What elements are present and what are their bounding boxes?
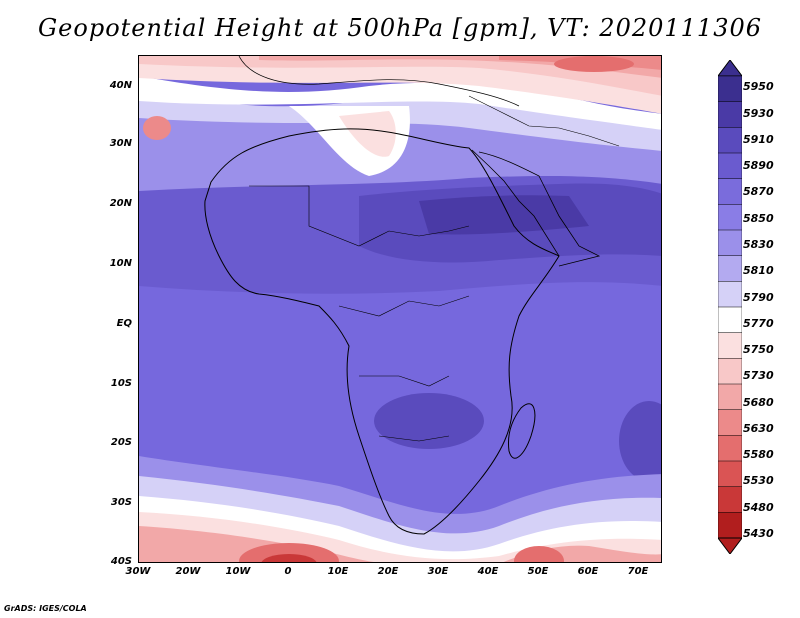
mediterranean-coast: [238, 56, 520, 107]
colorbar-label: 5890: [743, 159, 774, 172]
colorbar: [718, 60, 742, 554]
contour-5910: [419, 195, 589, 235]
trough-core-1: [239, 543, 339, 562]
border-south-central: [359, 375, 450, 387]
colorbar-segment: [718, 255, 742, 283]
colorbar-segment: [718, 332, 742, 360]
lon-label-60e: 60E: [577, 566, 599, 577]
colorbar-label: 5680: [743, 396, 774, 409]
trough-core-2: [261, 554, 317, 562]
africa-coastline: [204, 128, 560, 535]
lon-label-20e: 20E: [377, 566, 399, 577]
lon-label-30e: 30E: [427, 566, 449, 577]
lat-label-10s: 10S: [110, 378, 132, 389]
colorbar-label: 5950: [743, 80, 774, 93]
lon-label-30w: 30W: [125, 566, 151, 577]
colorbar-segment: [718, 101, 742, 129]
credit-text: GrADS: IGES/COLA: [4, 604, 87, 613]
middle-east-borders: [468, 95, 620, 147]
lat-label-30n: 30N: [109, 138, 132, 149]
colorbar-segment: [718, 512, 742, 539]
colorbar-label: 5630: [743, 422, 774, 435]
border-sahel: [249, 185, 470, 247]
colorbar-segment: [718, 435, 742, 462]
lon-label-70e: 70E: [627, 566, 649, 577]
colorbar-segment: [718, 75, 742, 103]
colorbar-segment: [718, 229, 742, 257]
lat-label-eq: EQ: [116, 318, 132, 329]
colorbar-label: 5810: [743, 264, 774, 277]
cutoff-low: [143, 116, 171, 140]
lon-label-10e: 10E: [327, 566, 349, 577]
lat-label-40s: 40S: [110, 556, 132, 567]
colorbar-label: 5580: [743, 448, 774, 461]
colorbar-segment: [718, 460, 742, 488]
madagascar-outline: [508, 403, 536, 459]
colorbar-segment: [718, 486, 742, 514]
colorbar-segment: [718, 281, 742, 308]
colorbar-label: 5770: [743, 317, 774, 330]
colorbar-bottom-arrow: [718, 537, 742, 554]
geopotential-field: [139, 56, 661, 562]
colorbar-segment: [718, 306, 742, 334]
colorbar-label: 5430: [743, 527, 774, 540]
lon-label-0: 0: [284, 566, 292, 577]
lat-label-20n: 20N: [109, 198, 132, 209]
lon-label-10w: 10W: [225, 566, 251, 577]
lat-label-10n: 10N: [109, 258, 132, 269]
colorbar-label: 5870: [743, 185, 774, 198]
colorbar-segment: [718, 152, 742, 180]
colorbar-segment: [718, 178, 742, 206]
contour-5730: [139, 56, 661, 96]
lon-label-50e: 50E: [527, 566, 549, 577]
colorbar-top-arrow: [718, 60, 742, 77]
colorbar-label: 5910: [743, 133, 774, 146]
colorbar-segment: [718, 204, 742, 231]
arabia-outline: [478, 151, 601, 267]
lat-label-40n: 40N: [109, 80, 132, 91]
colorbar-label: 5850: [743, 212, 774, 225]
colorbar-label: 5730: [743, 369, 774, 382]
colorbar-segment: [718, 127, 742, 154]
border-south: [378, 435, 450, 442]
colorbar-segments: [718, 75, 742, 539]
contour-5770: [139, 76, 661, 130]
contour-5890-east: [619, 401, 661, 481]
colorbar-label: 5830: [743, 238, 774, 251]
map-plot-area: [138, 55, 662, 563]
lat-label-20s: 20S: [110, 437, 132, 448]
ridge-pink: [339, 111, 396, 157]
lat-label-30s: 30S: [110, 497, 132, 508]
colorbar-label: 5930: [743, 107, 774, 120]
map-title: Geopotential Height at 500hPa [gpm], VT:…: [38, 14, 762, 42]
contour-5580-north: [554, 56, 634, 72]
colorbar-segment: [718, 409, 742, 437]
red-sea-coast: [471, 149, 560, 257]
colorbar-label: 5530: [743, 474, 774, 487]
colorbar-label: 5750: [743, 343, 774, 356]
colorbar-segment: [718, 383, 742, 411]
colorbar-label: 5480: [743, 501, 774, 514]
colorbar-segment: [718, 358, 742, 385]
lon-label-20w: 20W: [175, 566, 201, 577]
lon-label-40e: 40E: [477, 566, 499, 577]
colorbar-label: 5790: [743, 291, 774, 304]
contour-5890-south: [374, 393, 484, 449]
trough-core-3: [514, 546, 564, 562]
border-central: [338, 295, 470, 317]
